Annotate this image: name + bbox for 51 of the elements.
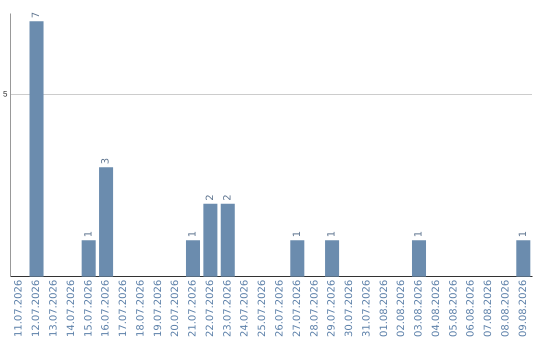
x-tick-label: 02.08.2026 [396,280,408,338]
x-tick-label: 18.07.2026 [135,280,146,338]
bar [412,240,426,277]
data-label: 1 [83,230,94,238]
x-tick-label: 06.08.2026 [466,280,477,338]
x-tick-label: 05.08.2026 [448,280,460,338]
bar [203,204,218,277]
bar [220,204,235,277]
x-tick-label: 29.07.2026 [326,280,338,338]
x-tick-label: 04.08.2026 [430,280,442,338]
bar [30,21,44,277]
x-tick-label: 28.07.2026 [309,280,320,338]
x-tick-label: 08.08.2026 [500,280,512,338]
x-tick-label: 24.07.2026 [240,280,251,338]
data-label: 1 [188,230,199,238]
x-tick-label: 17.07.2026 [118,280,130,338]
x-tick-label: 26.07.2026 [274,280,286,338]
x-tick-label: 25.07.2026 [257,280,268,338]
x-tick-label: 16.07.2026 [100,280,112,338]
y-tick-label: 5 [2,89,8,98]
bar [325,240,340,277]
x-tick-label: 07.08.2026 [483,280,494,338]
x-tick-label: 09.08.2026 [518,280,529,338]
x-tick-label: 01.08.2026 [378,280,390,338]
x-tick-label: 03.08.2026 [414,280,425,338]
data-label: 3 [100,158,112,164]
x-tick-label: 27.07.2026 [292,280,303,338]
bar [516,240,530,277]
data-label: 7 [31,12,42,18]
data-label: 1 [292,230,303,238]
data-label: 2 [222,194,234,201]
bar [186,240,200,277]
bar [82,240,96,277]
x-tick-label: 15.07.2026 [83,280,94,338]
data-label: 1 [326,230,338,238]
x-tick-label: 22.07.2026 [204,280,216,338]
x-tick-label: 20.07.2026 [170,280,182,338]
x-tick-label: 14.07.2026 [66,280,77,338]
data-label: 2 [204,194,216,201]
bar [99,167,114,277]
x-tick-label: 23.07.2026 [222,280,234,338]
x-tick-label: 11.07.2026 [14,280,25,338]
data-label: 1 [518,230,529,238]
bar [290,240,304,277]
x-tick-label: 12.07.2026 [31,280,42,338]
x-tick-label: 30.07.2026 [344,280,356,338]
x-tick-label: 13.07.2026 [48,280,60,338]
data-label: 1 [414,230,425,238]
x-tick-label: 31.07.2026 [361,280,372,338]
x-tick-label: 19.07.2026 [152,280,164,338]
x-tick-label: 21.07.2026 [188,280,199,338]
